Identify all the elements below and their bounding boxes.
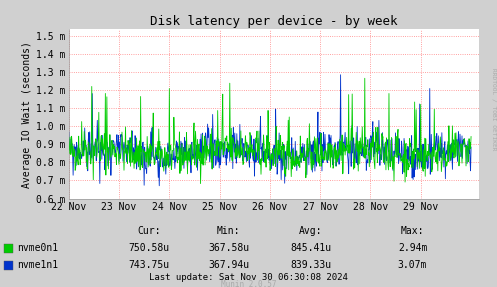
Text: Min:: Min:	[217, 226, 241, 236]
Text: Avg:: Avg:	[299, 226, 323, 236]
Text: nvme0n1: nvme0n1	[17, 243, 58, 253]
Text: 839.33u: 839.33u	[290, 261, 331, 270]
Text: Munin 2.0.57: Munin 2.0.57	[221, 280, 276, 287]
Text: 3.07m: 3.07m	[398, 261, 427, 270]
Text: Max:: Max:	[401, 226, 424, 236]
Text: 845.41u: 845.41u	[290, 243, 331, 253]
Title: Disk latency per device - by week: Disk latency per device - by week	[150, 15, 397, 28]
Text: Last update: Sat Nov 30 06:30:08 2024: Last update: Sat Nov 30 06:30:08 2024	[149, 273, 348, 282]
Text: RRDTOOL / TOBI OETIKER: RRDTOOL / TOBI OETIKER	[491, 68, 496, 150]
Text: 2.94m: 2.94m	[398, 243, 427, 253]
Text: 743.75u: 743.75u	[129, 261, 169, 270]
Text: 750.58u: 750.58u	[129, 243, 169, 253]
Text: Cur:: Cur:	[137, 226, 161, 236]
Text: 367.94u: 367.94u	[208, 261, 249, 270]
Y-axis label: Average IO Wait (seconds): Average IO Wait (seconds)	[22, 41, 32, 187]
Text: 367.58u: 367.58u	[208, 243, 249, 253]
Text: nvme1n1: nvme1n1	[17, 261, 58, 270]
